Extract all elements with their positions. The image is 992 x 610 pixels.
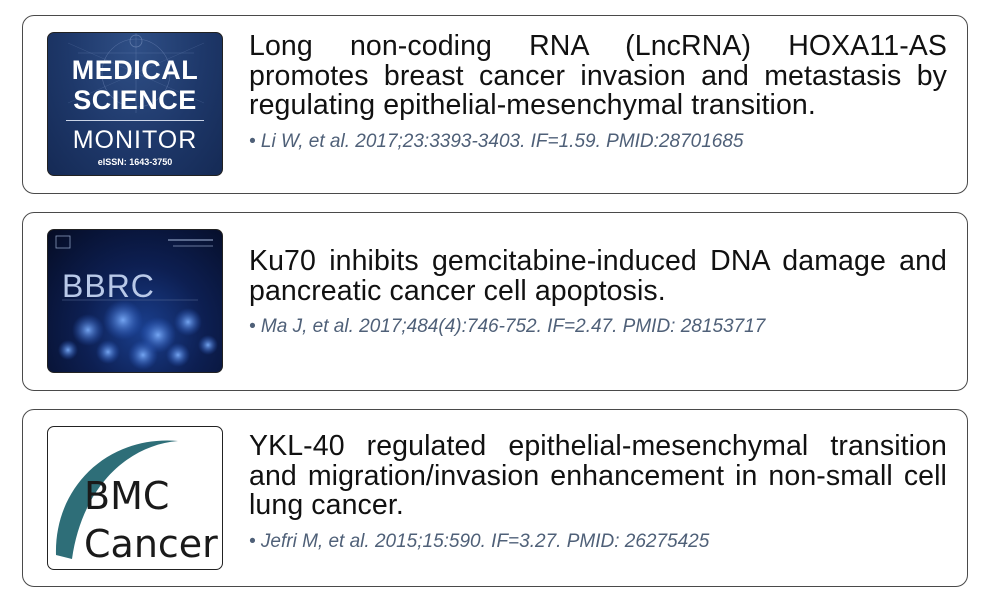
article-citation: • Li W, et al. 2017;23:3393-3403. IF=1.5…	[249, 131, 947, 153]
article-title: Long non-coding RNA (LncRNA) HOXA11-AS p…	[249, 32, 947, 121]
article-card-2: BBRC Ku70 inhibits gemcitabine-induced D…	[22, 212, 968, 391]
article-citation: • Jefri M, et al. 2015;15:590. IF=3.27. …	[249, 531, 947, 553]
journal-title-bmc: BMC	[84, 477, 169, 515]
article-title: Ku70 inhibits gemcitabine-induced DNA da…	[249, 247, 947, 306]
article-card-3: BMC Cancer YKL-40 regulated epithelial-m…	[22, 409, 968, 587]
cover-divider	[66, 120, 204, 121]
article-text: YKL-40 regulated epithelial-mesenchymal …	[249, 432, 947, 553]
bbrc-cover: BBRC	[47, 229, 223, 373]
article-text: Long non-coding RNA (LncRNA) HOXA11-AS p…	[249, 32, 947, 153]
article-title: YKL-40 regulated epithelial-mesenchymal …	[249, 432, 947, 521]
journal-title: BBRC	[62, 268, 155, 305]
bmc-cancer-cover: BMC Cancer	[47, 426, 223, 570]
journal-title: MEDICAL SCIENCE	[48, 55, 222, 115]
journal-title-monitor: MONITOR	[48, 126, 222, 155]
article-citation: • Ma J, et al. 2017;484(4):746-752. IF=2…	[249, 316, 947, 338]
journal-title-cancer: Cancer	[84, 525, 218, 563]
journal-issn: eISSN: 1643-3750	[48, 157, 222, 167]
article-text: Ku70 inhibits gemcitabine-induced DNA da…	[249, 247, 947, 338]
article-card-1: MEDICAL SCIENCE MONITOR eISSN: 1643-3750…	[22, 15, 968, 194]
medical-science-monitor-cover: MEDICAL SCIENCE MONITOR eISSN: 1643-3750	[47, 32, 223, 176]
